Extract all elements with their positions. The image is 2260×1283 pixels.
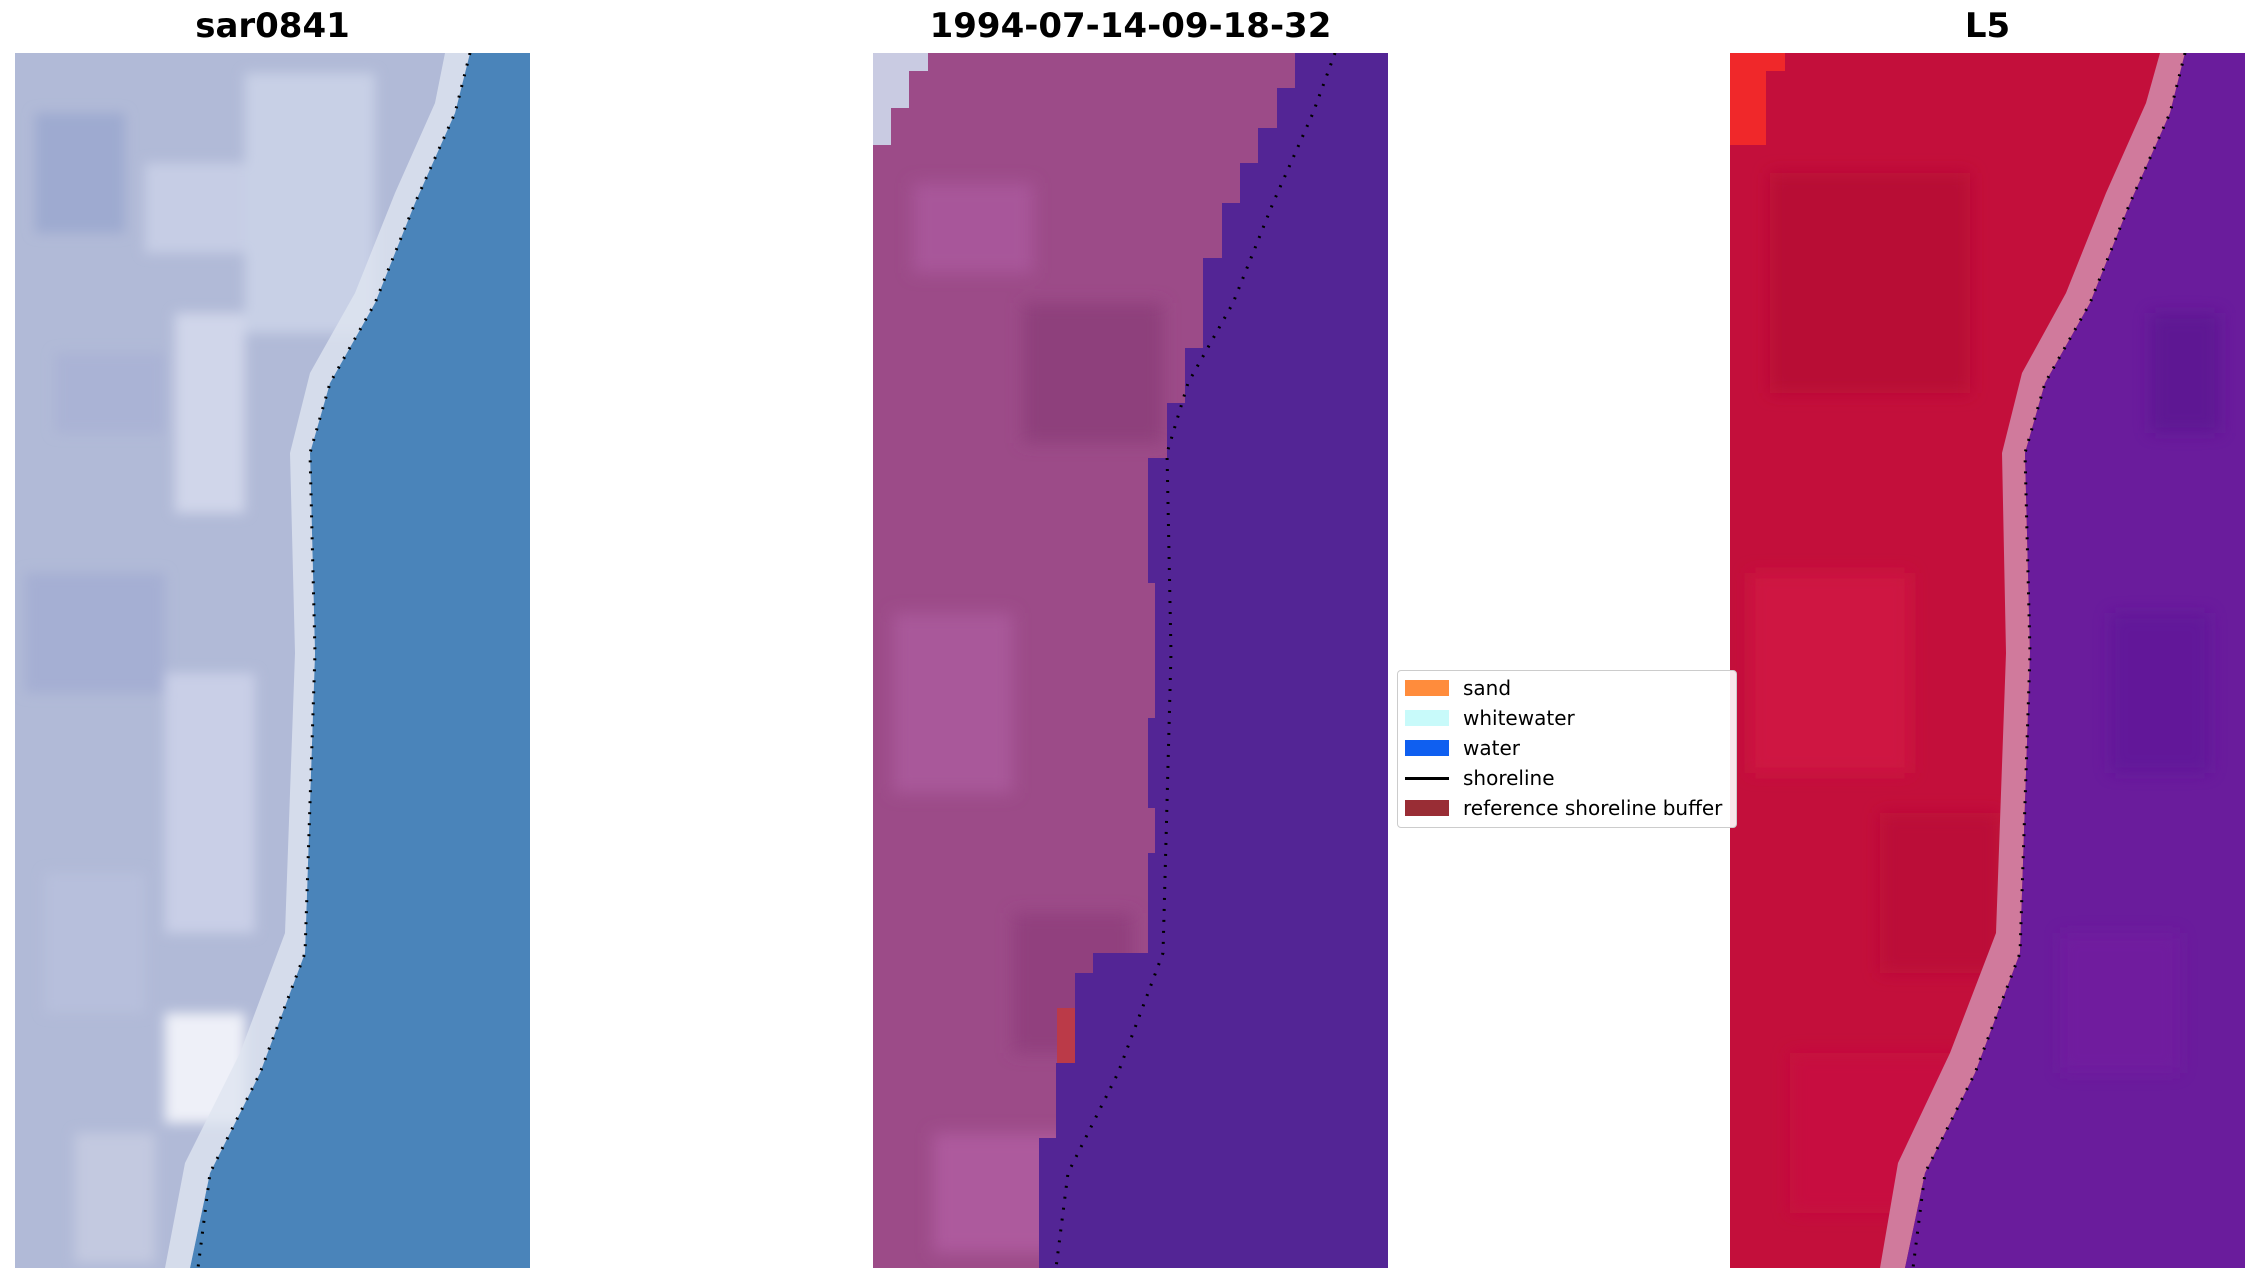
whitewater-swatch	[1405, 710, 1449, 726]
legend-label-water: water	[1463, 736, 1520, 760]
mndwi-image-panel	[1730, 53, 2245, 1268]
mndwi-image	[1730, 53, 2245, 1268]
legend-label-shoreline: shoreline	[1463, 766, 1555, 790]
classified-image	[873, 53, 1388, 1268]
buffer-swatch	[1405, 800, 1449, 816]
classified-sea-area	[1039, 53, 1388, 1268]
rgb-image-panel	[15, 53, 530, 1268]
sand-swatch	[1405, 680, 1449, 696]
panel-title-rgb: sar0841	[195, 6, 350, 46]
rgb-sea-area	[190, 53, 530, 1268]
legend-item-buffer: reference shoreline buffer	[1405, 795, 1722, 821]
legend-item-water: water	[1405, 735, 1520, 761]
panel-title-date: 1994-07-14-09-18-32	[929, 6, 1332, 46]
legend: sand whitewater water shoreline referenc…	[1397, 670, 1737, 828]
legend-item-whitewater: whitewater	[1405, 705, 1575, 731]
water-swatch	[1405, 740, 1449, 756]
sand-patch	[1730, 53, 1785, 145]
shoreline-line-swatch	[1405, 776, 1449, 780]
legend-item-shoreline: shoreline	[1405, 765, 1555, 791]
classified-image-panel	[873, 53, 1388, 1268]
whitewater-patch	[873, 53, 928, 145]
classified-shoreline	[1054, 53, 1337, 1268]
legend-label-whitewater: whitewater	[1463, 706, 1575, 730]
legend-label-buffer: reference shoreline buffer	[1463, 796, 1723, 820]
legend-item-sand: sand	[1405, 675, 1511, 701]
rgb-image	[15, 53, 530, 1268]
legend-label-sand: sand	[1463, 676, 1512, 700]
panel-title-sensor: L5	[1964, 6, 2011, 46]
